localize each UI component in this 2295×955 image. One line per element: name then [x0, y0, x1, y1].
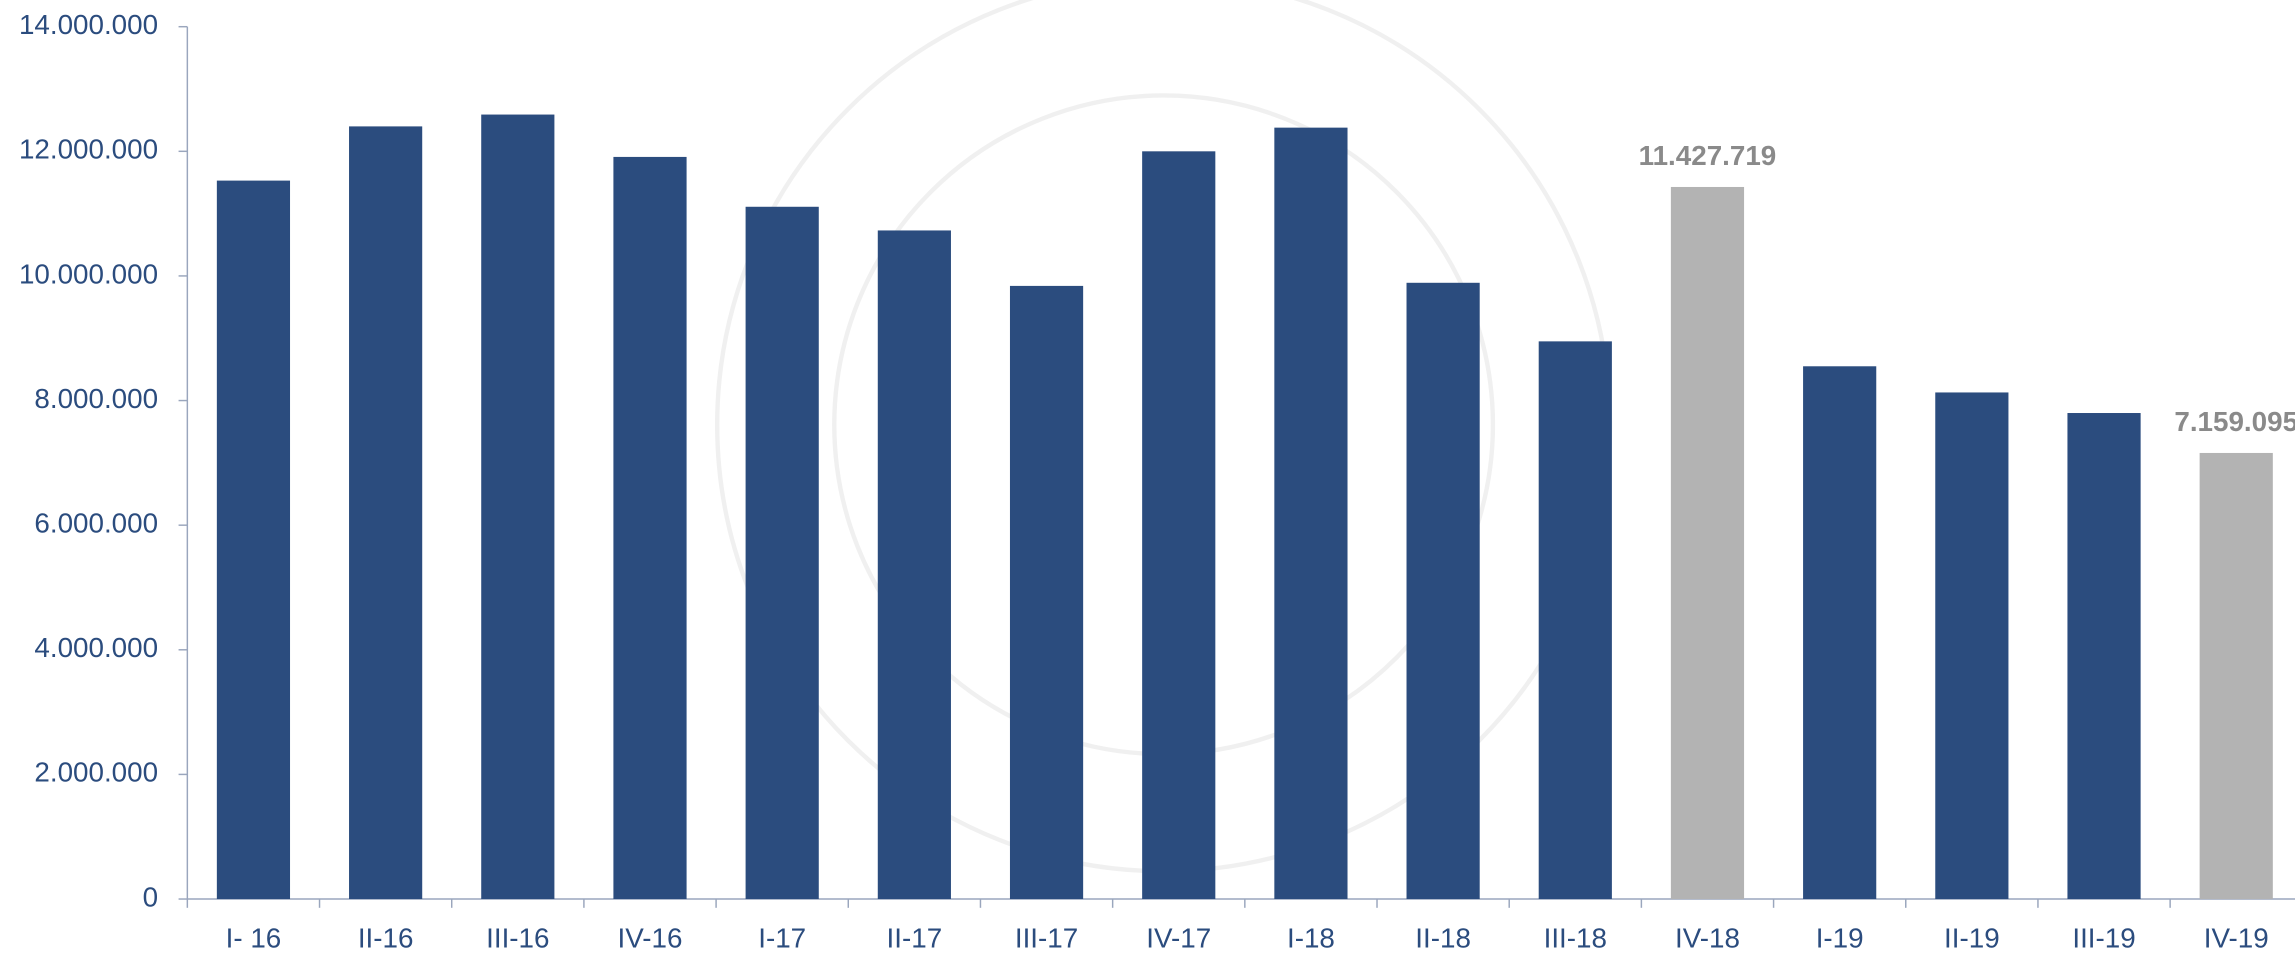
- x-tick-label: III-19: [2072, 922, 2135, 953]
- y-tick-label: 6.000.000: [34, 508, 158, 539]
- y-tick-label: 4.000.000: [34, 632, 158, 663]
- x-tick-label: IV-18: [1675, 922, 1740, 953]
- x-tick-label: III-16: [486, 922, 549, 953]
- x-tick-label: I- 16: [226, 922, 282, 953]
- x-tick-label: III-17: [1015, 922, 1078, 953]
- x-tick-label: III-18: [1544, 922, 1607, 953]
- bar: [1803, 366, 1877, 900]
- x-tick-label: I-18: [1287, 922, 1335, 953]
- x-tick-label: IV-19: [2204, 922, 2269, 953]
- x-tick-label: I-17: [758, 922, 806, 953]
- bar: [1935, 392, 2009, 900]
- x-tick-label: II-19: [1944, 922, 2000, 953]
- x-tick-label: IV-17: [1146, 922, 1211, 953]
- bar: [1538, 341, 1612, 900]
- bar: [2067, 413, 2141, 900]
- bar: [481, 114, 555, 900]
- bar: [613, 156, 687, 900]
- bar: [745, 206, 819, 900]
- data-label: 11.427.719: [1639, 140, 1777, 171]
- x-tick-label: IV-16: [618, 922, 683, 953]
- bar: [1670, 186, 1745, 900]
- y-tick-label: 2.000.000: [34, 757, 158, 788]
- y-tick-label: 8.000.000: [34, 383, 158, 414]
- y-tick-label: 14.000.000: [19, 9, 158, 40]
- y-tick-label: 12.000.000: [19, 134, 158, 165]
- bar: [1142, 151, 1216, 900]
- x-tick-label: II-18: [1415, 922, 1471, 953]
- bar: [349, 126, 423, 900]
- x-tick-label: I-19: [1816, 922, 1864, 953]
- x-tick-label: II-16: [358, 922, 414, 953]
- data-label: 7.159.095: [2174, 406, 2295, 437]
- bar: [1406, 282, 1480, 900]
- bar: [877, 230, 951, 900]
- bar: [1274, 127, 1348, 900]
- x-tick-label: II-17: [887, 922, 943, 953]
- y-tick-label: 0: [143, 881, 158, 912]
- bar: [216, 180, 291, 900]
- y-tick-label: 10.000.000: [19, 258, 158, 289]
- bar: [1009, 285, 1084, 900]
- bar: [2199, 452, 2273, 900]
